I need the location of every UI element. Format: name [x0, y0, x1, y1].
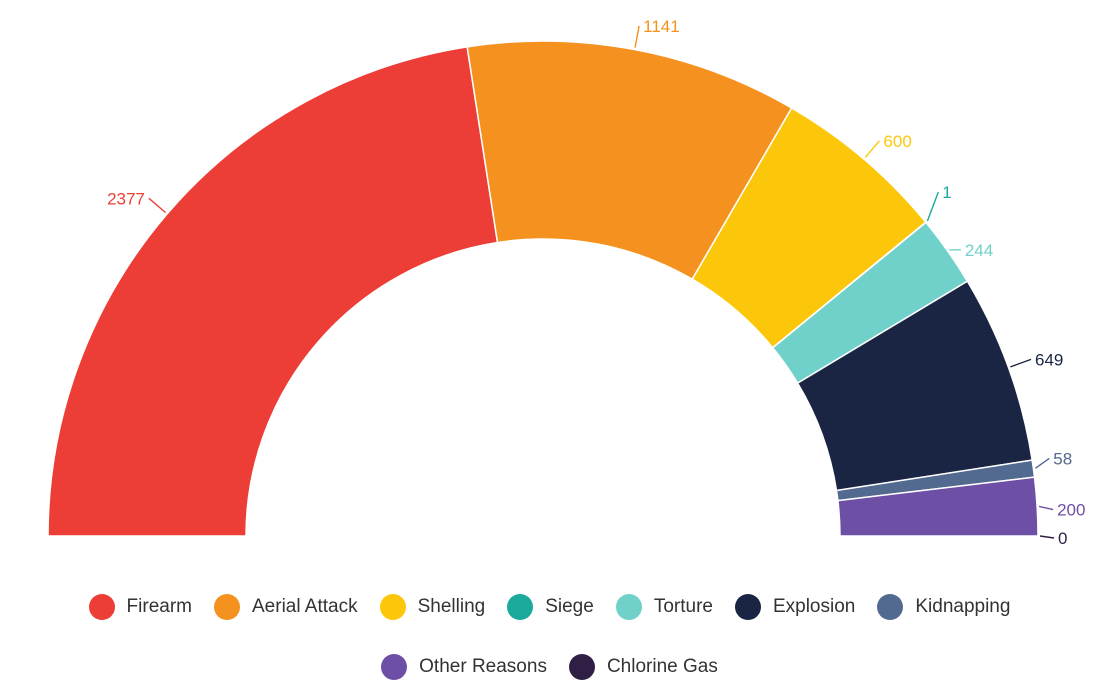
- legend-label-aerial-attack: Aerial Attack: [252, 596, 358, 617]
- value-label-aerial-attack: 1141: [643, 17, 680, 36]
- slice-firearm[interactable]: [47, 45, 499, 537]
- legend-swatch-explosion: [734, 594, 761, 620]
- leader-line-aerial-attack: [634, 25, 640, 48]
- legend-label-chlorine-gas: Chlorine Gas: [606, 656, 718, 677]
- legend-item-aerial-attack[interactable]: Aerial Attack: [214, 594, 358, 620]
- leader-line-siege: [926, 191, 939, 222]
- legend-label-firearm: Firearm: [126, 596, 192, 617]
- leader-line-shelling: [864, 140, 880, 159]
- semi-donut-chart: 2377 1141 600 1 244 649 58 200 0: [47, 17, 1085, 548]
- legend-item-torture[interactable]: Torture: [615, 594, 713, 620]
- legend-swatch-chlorine-gas: [568, 654, 595, 680]
- leader-line-chlorine-gas: [1039, 535, 1055, 539]
- value-label-other-reasons: 200: [1057, 501, 1085, 520]
- value-label-torture: 244: [965, 241, 993, 260]
- value-label-siege: 1: [942, 183, 951, 202]
- legend-item-firearm[interactable]: Firearm: [88, 594, 192, 620]
- value-label-firearm: 2377: [107, 189, 145, 208]
- legend-label-other-reasons: Other Reasons: [419, 656, 547, 677]
- legend-item-chlorine-gas[interactable]: Chlorine Gas: [568, 654, 718, 680]
- legend-swatch-siege: [507, 594, 534, 620]
- value-label-explosion: 649: [1035, 350, 1063, 369]
- legend-swatch-aerial-attack: [214, 594, 240, 620]
- value-label-chlorine-gas: 0: [1058, 529, 1067, 548]
- legend-label-torture: Torture: [653, 596, 713, 617]
- legend-label-kidnapping: Kidnapping: [915, 596, 1011, 617]
- leader-line-other-reasons: [1038, 505, 1054, 511]
- legend-item-other-reasons[interactable]: Other Reasons: [381, 654, 547, 680]
- leader-line-explosion: [1010, 358, 1032, 368]
- legend-label-shelling: Shelling: [417, 596, 486, 617]
- legend-item-kidnapping[interactable]: Kidnapping: [877, 594, 1010, 620]
- legend-swatch-shelling: [379, 594, 406, 620]
- legend-item-explosion[interactable]: Explosion: [734, 594, 856, 620]
- legend-item-shelling[interactable]: Shelling: [379, 594, 486, 620]
- legend-row-1: Firearm Aerial Attack Shelling Siege Tor…: [0, 594, 1099, 620]
- legend-label-siege: Siege: [545, 596, 594, 617]
- legend-swatch-torture: [615, 594, 642, 620]
- legend-swatch-kidnapping: [877, 594, 904, 620]
- value-label-kidnapping: 58: [1053, 449, 1072, 468]
- slice-other-reasons[interactable]: [837, 476, 1039, 537]
- value-label-shelling: 600: [883, 132, 911, 151]
- legend-swatch-firearm: [88, 594, 115, 620]
- legend-row-2: Other Reasons Chlorine Gas: [0, 654, 1099, 680]
- legend-label-explosion: Explosion: [772, 596, 856, 617]
- legend-swatch-other-reasons: [381, 654, 408, 680]
- legend-item-siege[interactable]: Siege: [507, 594, 594, 620]
- leader-line-kidnapping: [1034, 457, 1050, 469]
- leader-line-firearm: [148, 197, 167, 214]
